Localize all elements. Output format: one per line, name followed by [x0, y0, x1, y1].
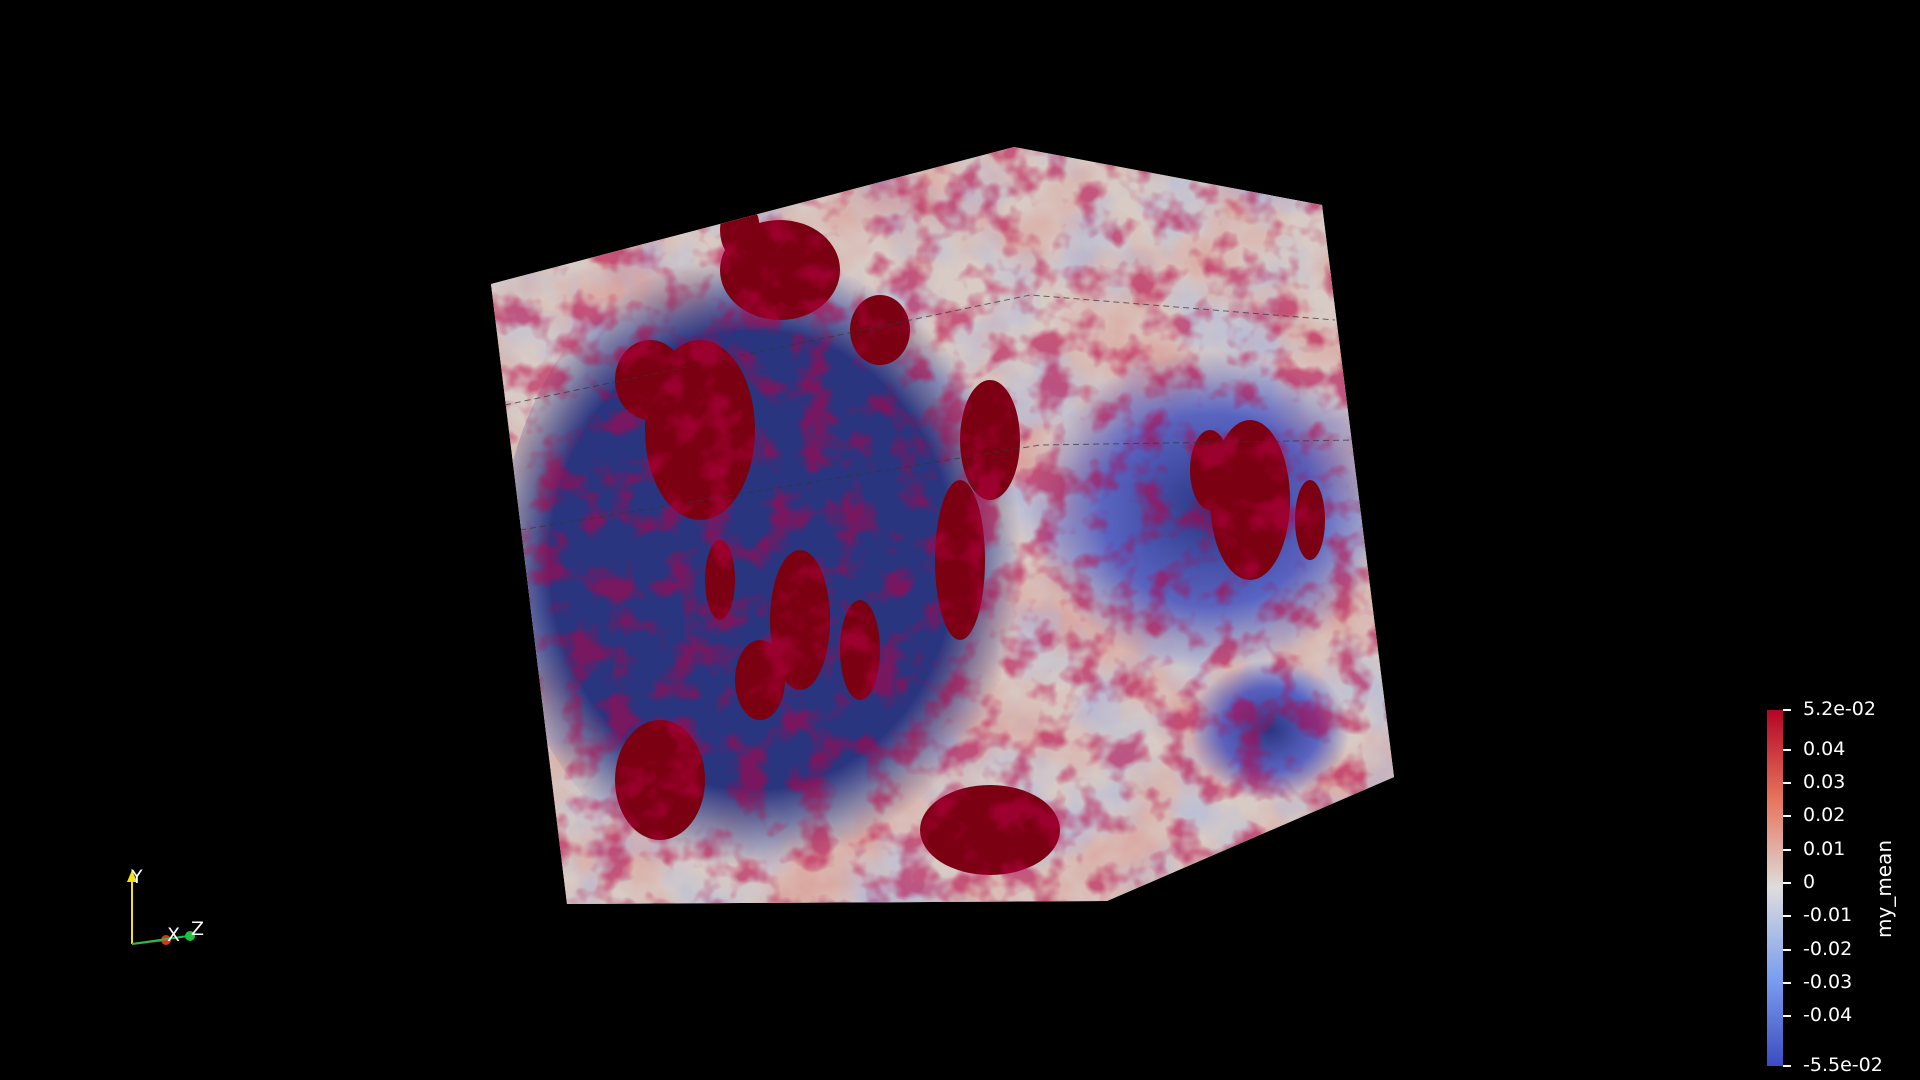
scalar-bar-tick-mark — [1783, 948, 1791, 951]
z-axis-tip-icon — [185, 931, 195, 941]
scalar-bar-tick-label: 5.2e-02 — [1803, 698, 1876, 720]
y-axis-label: Y — [131, 866, 143, 888]
scalar-bar-tick-mark — [1783, 1015, 1791, 1018]
scalar-bar-tick-mark — [1783, 981, 1791, 984]
x-axis-label: X — [167, 924, 181, 946]
scalar-bar-tick-mark — [1783, 915, 1791, 918]
scalar-bar-tick-mark — [1783, 848, 1791, 851]
orientation-axes — [127, 870, 195, 945]
scalar-bar-tick-label: -0.02 — [1803, 937, 1853, 960]
scalar-bar-tick-label: -5.5e-02 — [1803, 1054, 1883, 1076]
scalar-bar-tick-label: 0.03 — [1803, 771, 1846, 794]
scalar-bar-tick-mark — [1783, 748, 1791, 751]
scalar-bar-tick-label: 0.04 — [1803, 737, 1846, 760]
scalar-bar-tick-mark — [1783, 815, 1791, 818]
volume-render — [491, 147, 1394, 904]
scalar-bar-gradient — [1767, 710, 1783, 1066]
scalar-bar-tick-mark — [1783, 882, 1791, 884]
scalar-bar-tick-mark — [1783, 782, 1791, 785]
scalar-bar-tick-label: -0.04 — [1803, 1004, 1853, 1027]
scalar-bar-tick-label: 0.01 — [1803, 837, 1846, 860]
scalar-bar-tick-mark — [1783, 1065, 1791, 1067]
scalar-bar-tick-label: -0.01 — [1803, 904, 1853, 927]
scalar-bar-tick-label: 0.02 — [1803, 804, 1846, 827]
scalar-bar-tick-mark — [1783, 709, 1791, 711]
y-axis-arrow-icon — [127, 870, 137, 882]
z-axis-label: Z — [191, 918, 205, 940]
scalar-bar-tick-label: 0 — [1803, 871, 1816, 893]
z-axis-line — [131, 935, 189, 945]
scalar-bar-title: my_mean — [1872, 839, 1896, 938]
scalar-bar-tick-label: -0.03 — [1803, 970, 1853, 993]
